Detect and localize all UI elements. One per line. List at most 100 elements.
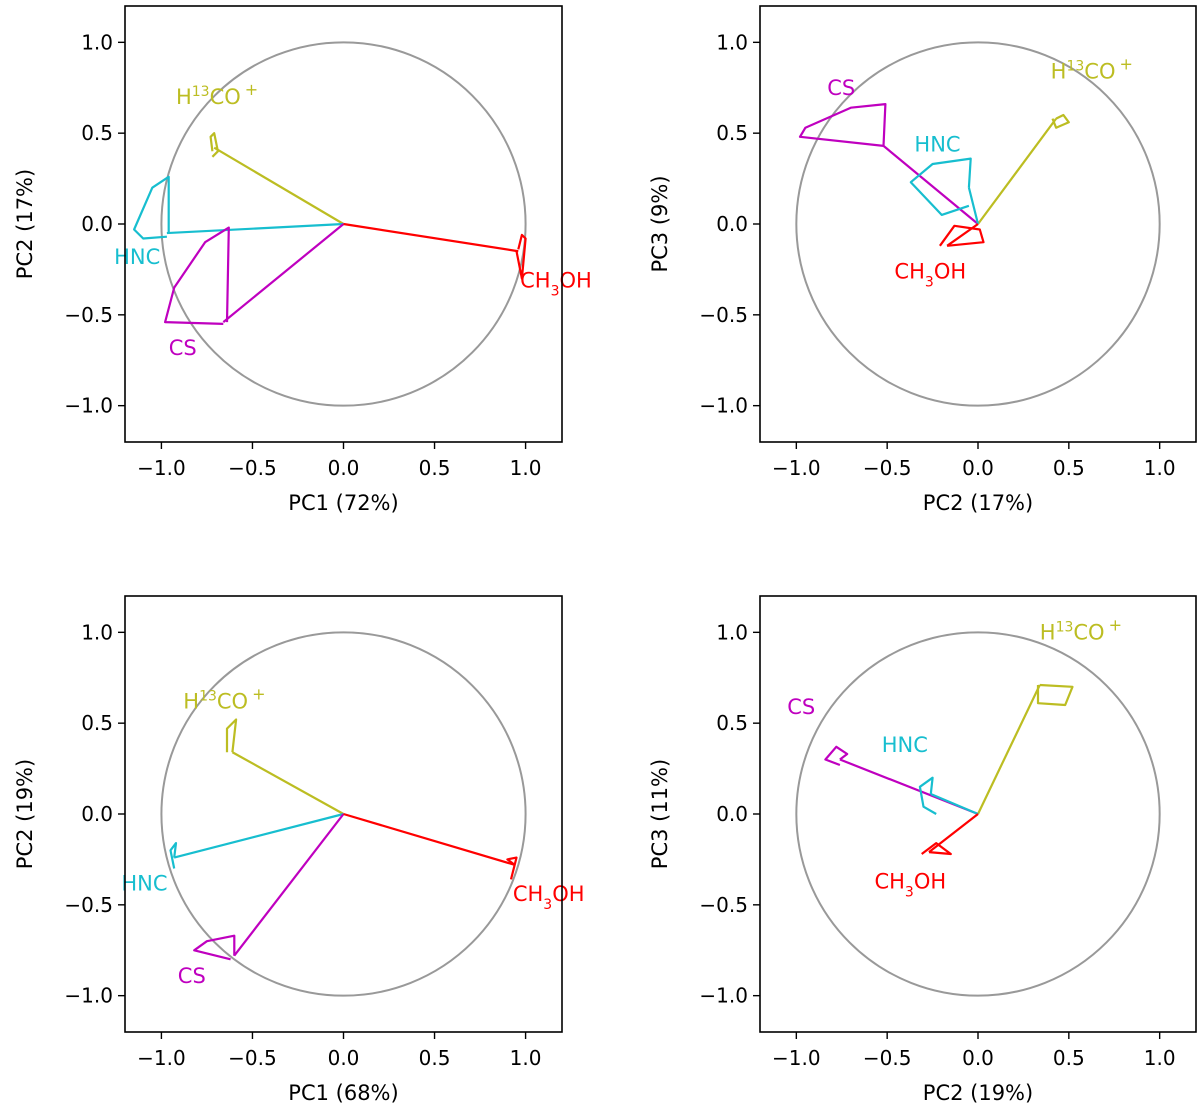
- x-tick-label: 0.0: [962, 456, 994, 480]
- y-tick-label: −0.5: [699, 303, 748, 327]
- x-axis-label: PC1 (68%): [288, 1081, 398, 1105]
- vector-cs: CS: [798, 76, 979, 225]
- vector-loop: [169, 842, 178, 869]
- vector-line: [166, 222, 344, 235]
- vector-loop: [798, 103, 887, 147]
- vector-label: HNC: [121, 871, 167, 895]
- vector-hnc: HNC: [909, 132, 980, 225]
- unit-circle: [160, 631, 527, 997]
- vector-loop: [1051, 113, 1070, 129]
- vector-ch3oh: CH3OH: [343, 222, 592, 300]
- x-axis-label: PC2 (19%): [923, 1081, 1033, 1105]
- y-tick-label: 0.0: [716, 212, 748, 236]
- vector-line: [233, 813, 345, 957]
- vector-cs: CS: [178, 813, 345, 988]
- y-tick-label: −0.5: [64, 303, 113, 327]
- y-tick-label: 0.0: [716, 802, 748, 826]
- vector-line: [928, 813, 979, 854]
- vector-loop: [909, 157, 972, 216]
- vector-line: [213, 146, 345, 225]
- unit-circle: [795, 631, 1161, 997]
- x-axis-label: PC2 (17%): [923, 491, 1033, 515]
- vector-loop: [918, 776, 937, 815]
- y-tick-label: 0.5: [716, 711, 748, 735]
- y-tick-label: 1.0: [716, 620, 748, 644]
- x-tick-label: 1.0: [1144, 456, 1176, 480]
- x-tick-label: −0.5: [863, 1046, 912, 1070]
- unit-circle: [160, 41, 527, 407]
- vector-label: H13CO +: [176, 80, 258, 110]
- y-tick-label: −0.5: [64, 893, 113, 917]
- vector-line: [946, 223, 979, 247]
- y-tick-label: 0.0: [81, 212, 113, 236]
- vector-loop: [921, 842, 952, 856]
- vector-ch3oh: CH3OH: [874, 813, 979, 900]
- panel-1: H13CO + HNC CS CH3OH −1.0 −1.0 −0.5 −0.5 0.0 0.0 0.…: [13, 5, 592, 515]
- vector-loop: [506, 856, 518, 880]
- x-tick-label: 1.0: [510, 456, 542, 480]
- panel-3: H13CO + HNC CS CH3OH −1.0 −1.0 −0.5 −0.5 0.0 0.0 0.…: [13, 595, 585, 1105]
- x-tick-label: −1.0: [772, 1046, 821, 1070]
- y-tick-label: 1.0: [81, 30, 113, 54]
- x-tick-label: −1.0: [137, 1046, 186, 1070]
- vector-h13co: H13CO +: [176, 80, 345, 225]
- y-tick-label: 0.5: [81, 711, 113, 735]
- vector-hnc: HNC: [882, 733, 979, 816]
- vector-loop: [209, 132, 219, 158]
- vector-label: CH3OH: [874, 869, 946, 900]
- y-tick-label: 1.0: [81, 620, 113, 644]
- vector-label: HNC: [882, 733, 928, 757]
- vector-line: [222, 223, 345, 323]
- x-axis-label: PC1 (72%): [288, 491, 398, 515]
- x-tick-label: 1.0: [1144, 1046, 1176, 1070]
- vector-hnc: HNC: [121, 812, 344, 895]
- vector-label: CS: [178, 964, 206, 988]
- y-axis-label: PC3 (11%): [648, 759, 672, 869]
- unit-circle: [795, 41, 1161, 407]
- x-tick-label: 1.0: [510, 1046, 542, 1070]
- vector-cs: CS: [164, 223, 345, 360]
- x-tick-label: 0.0: [962, 1046, 994, 1070]
- y-tick-label: −1.0: [64, 984, 113, 1008]
- vector-label: H13CO +: [1051, 54, 1133, 84]
- x-tick-label: 0.5: [419, 1046, 451, 1070]
- vector-label: HNC: [914, 132, 960, 156]
- vector-label: H13CO +: [183, 684, 265, 714]
- vector-loop: [164, 226, 230, 325]
- vector-label: CS: [827, 76, 855, 100]
- vector-label: CH3OH: [513, 882, 585, 913]
- vector-line: [977, 117, 1058, 225]
- x-tick-label: 0.5: [1053, 456, 1085, 480]
- y-tick-label: 0.5: [716, 121, 748, 145]
- vector-loop: [1036, 683, 1074, 707]
- y-tick-label: 0.0: [81, 802, 113, 826]
- x-tick-label: −0.5: [228, 1046, 277, 1070]
- x-tick-label: 0.5: [419, 456, 451, 480]
- vector-loop: [133, 175, 170, 240]
- vector-line: [967, 187, 980, 225]
- vector-label: H13CO +: [1040, 615, 1122, 645]
- vector-h13co: H13CO +: [977, 54, 1133, 225]
- panel-2: H13CO + CS HNC CH3OH −1.0 −1.0 −0.5 −0.5 0.0 0.0 0.…: [648, 5, 1197, 515]
- vector-label: HNC: [114, 245, 160, 269]
- vector-label: CS: [787, 695, 815, 719]
- vector-cs: CS: [787, 695, 979, 816]
- x-tick-label: −0.5: [228, 456, 277, 480]
- x-tick-label: −0.5: [863, 456, 912, 480]
- vector-loop: [225, 718, 238, 753]
- vector-line: [343, 812, 515, 866]
- vector-ch3oh: CH3OH: [894, 223, 985, 291]
- vector-loop: [824, 745, 849, 767]
- x-tick-label: 0.5: [1053, 1046, 1085, 1070]
- vector-line: [343, 222, 519, 253]
- y-tick-label: −1.0: [699, 984, 748, 1008]
- vector-line: [882, 145, 979, 225]
- vector-line: [930, 793, 979, 816]
- vector-loop: [193, 934, 236, 961]
- y-axis-label: PC3 (9%): [648, 175, 672, 272]
- x-tick-label: 0.0: [328, 456, 360, 480]
- vector-line: [977, 684, 1041, 815]
- panel-4: H13CO + CS HNC CH3OH −1.0 −1.0 −0.5 −0.5 0.0 0.0 0.…: [648, 595, 1197, 1105]
- vector-ch3oh: CH3OH: [343, 812, 585, 913]
